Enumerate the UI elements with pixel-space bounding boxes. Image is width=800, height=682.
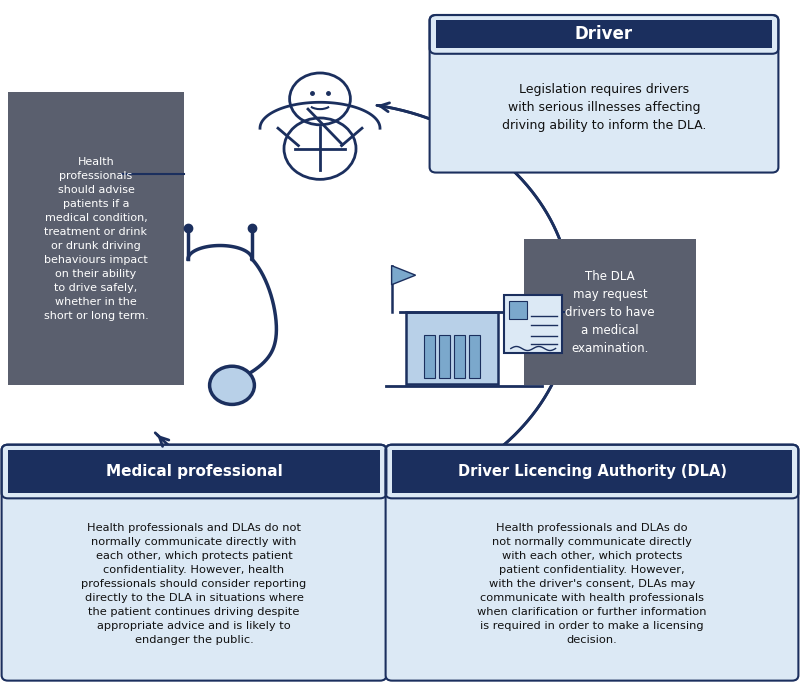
Text: Medical professional: Medical professional (106, 464, 282, 479)
Bar (424, 336, 435, 378)
Circle shape (210, 366, 254, 404)
Polygon shape (392, 265, 416, 285)
Bar (504, 295, 562, 353)
Bar (406, 312, 498, 383)
Bar (454, 336, 466, 378)
Bar (392, 450, 792, 493)
FancyBboxPatch shape (2, 445, 386, 681)
Text: Driver: Driver (575, 25, 633, 44)
Bar (438, 336, 450, 378)
Bar (469, 336, 480, 378)
FancyBboxPatch shape (386, 445, 798, 681)
Text: Health
professionals
should advise
patients if a
medical condition,
treatment or: Health professionals should advise patie… (44, 157, 148, 321)
Bar (509, 301, 526, 319)
Text: Legislation requires drivers
with serious illnesses affecting
driving ability to: Legislation requires drivers with seriou… (502, 83, 706, 132)
FancyBboxPatch shape (430, 15, 778, 173)
Bar (524, 239, 696, 385)
Text: Health professionals and DLAs do
not normally communicate directly
with each oth: Health professionals and DLAs do not nor… (478, 523, 706, 645)
Text: Driver Licencing Authority (DLA): Driver Licencing Authority (DLA) (458, 464, 726, 479)
Text: The DLA
may request
drivers to have
a medical
examination.: The DLA may request drivers to have a me… (565, 269, 655, 355)
Bar (8, 92, 184, 385)
Text: Health professionals and DLAs do not
normally communicate directly with
each oth: Health professionals and DLAs do not nor… (82, 523, 306, 645)
Bar (8, 450, 380, 493)
Bar (436, 20, 772, 48)
